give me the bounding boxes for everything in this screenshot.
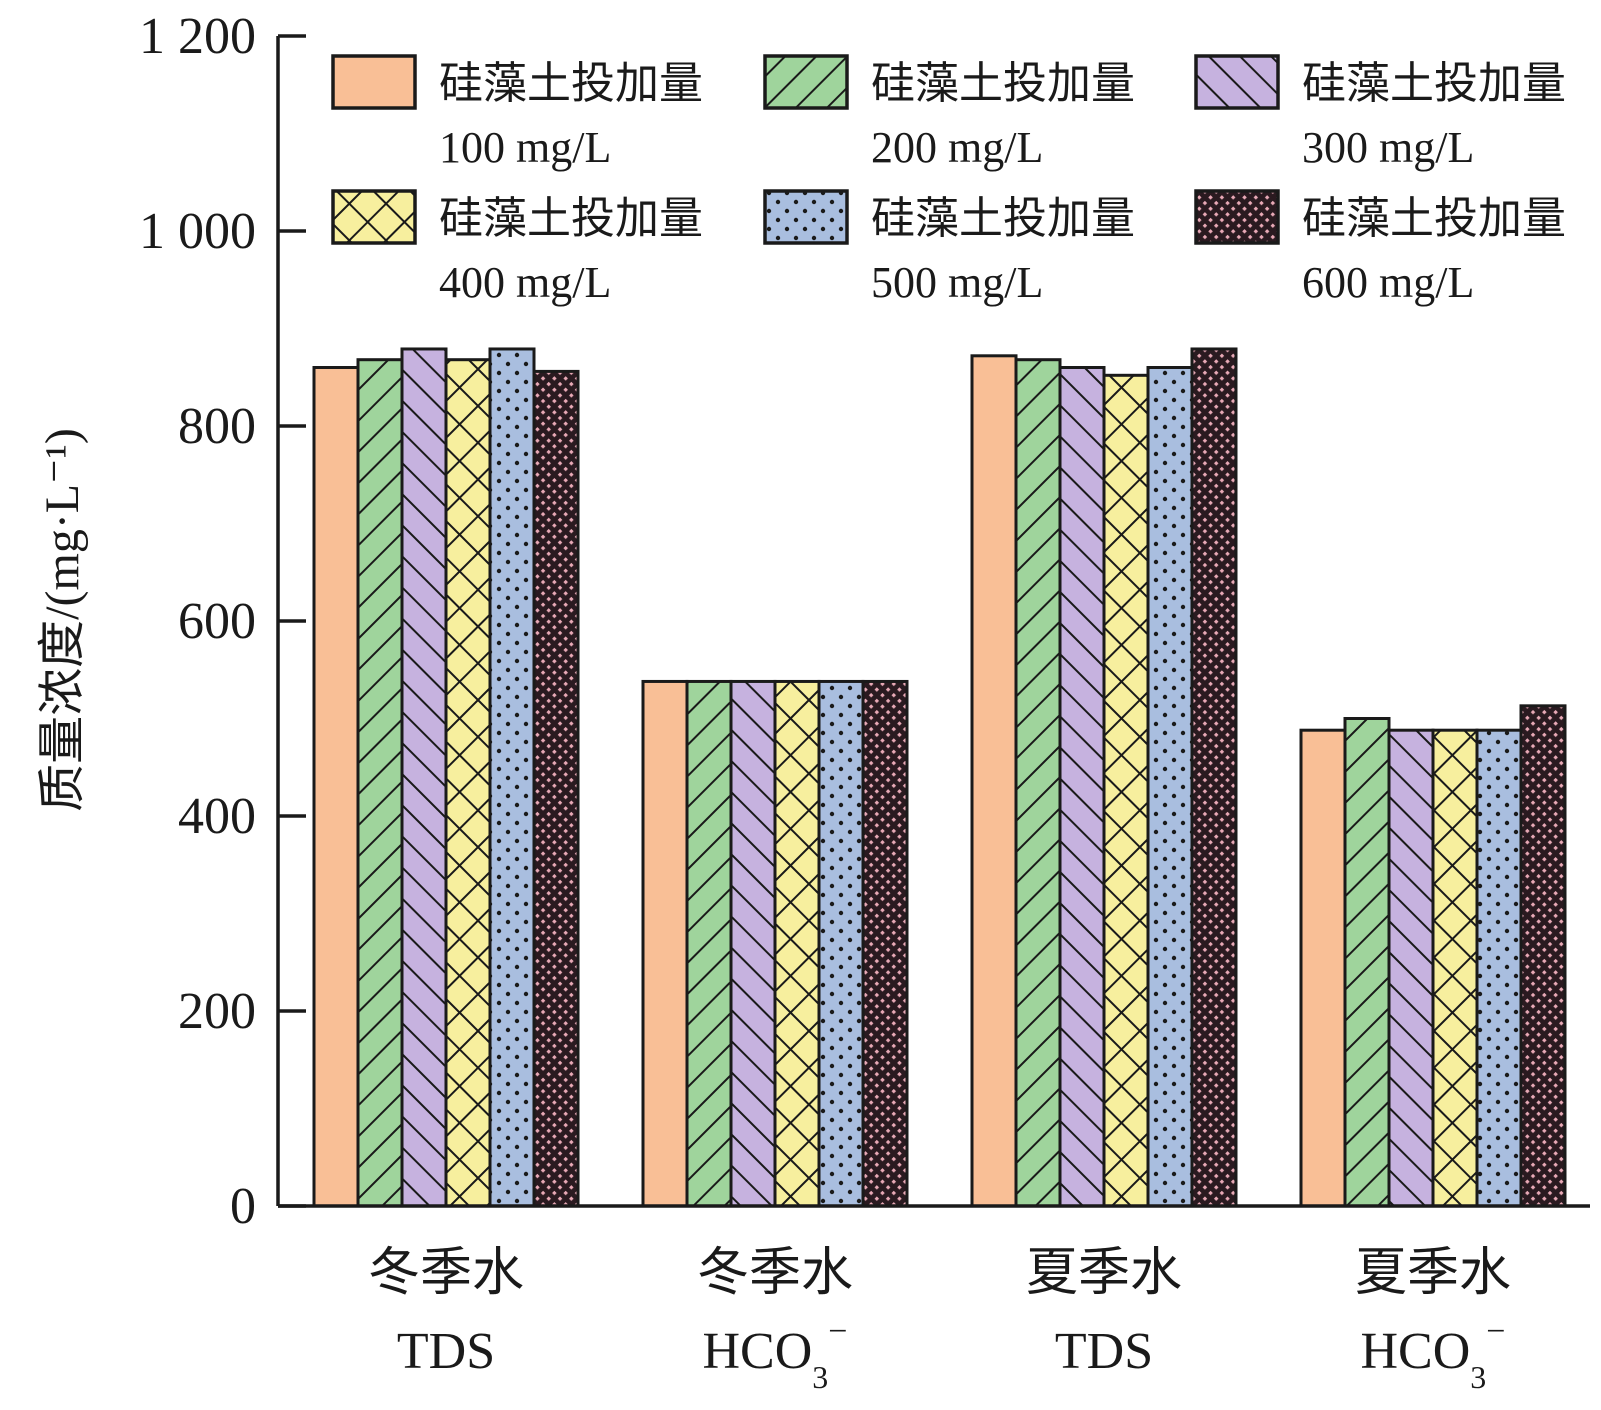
x-category-label-line2: HCO3−: [703, 1313, 848, 1395]
legend-dose: 400 mg/L: [439, 258, 611, 307]
legend-swatch: [763, 54, 849, 110]
bars-group: [312, 347, 1567, 1208]
legend-label: 硅藻土投加量: [439, 194, 703, 243]
x-category-label-line1: 冬季水: [368, 1245, 524, 1302]
bar-cat2-series1: [641, 679, 689, 1208]
x-category-label-line1: 夏季水: [1026, 1245, 1182, 1302]
bar-cat3-series3: [1058, 366, 1106, 1208]
bar-cat1-series2: [356, 358, 404, 1208]
bar-cat2-series4: [773, 679, 821, 1208]
bar-cat3-series2: [1014, 358, 1062, 1208]
y-tick-label: 0: [230, 1178, 256, 1235]
y-axis-label: 质量浓度/(mg·L⁻¹): [36, 428, 89, 812]
bar-cat4-series3: [1387, 728, 1435, 1208]
bar-cat4-series5: [1475, 728, 1523, 1208]
legend-item: 硅藻土投加量 500 mg/L: [763, 189, 1135, 307]
legend-swatch: [331, 54, 417, 110]
bar-cat2-series6: [861, 679, 909, 1208]
legend-label: 硅藻土投加量: [439, 59, 703, 108]
bar-cat4-series2: [1343, 717, 1391, 1208]
x-category-label-line2: TDS: [397, 1323, 495, 1380]
legend-item: 硅藻土投加量 400 mg/L: [331, 189, 703, 307]
legend-swatch: [331, 189, 417, 245]
legend-item: 硅藻土投加量 200 mg/L: [763, 54, 1135, 172]
legend-swatch: [763, 189, 849, 245]
bar-cat4-series4: [1431, 728, 1479, 1208]
x-category-label-line2: TDS: [1055, 1323, 1153, 1380]
legend-swatch: [1194, 189, 1280, 245]
bar-cat2-series5: [817, 679, 865, 1208]
y-tick-label: 600: [178, 593, 256, 650]
legend-dose: 200 mg/L: [871, 123, 1043, 172]
legend-label: 硅藻土投加量: [1302, 194, 1566, 243]
bar-cat4-series1: [1299, 728, 1347, 1208]
y-tick-label: 800: [178, 398, 256, 455]
legend-label: 硅藻土投加量: [871, 194, 1135, 243]
legend: 硅藻土投加量 100 mg/L 硅藻土投加量 200 mg/L 硅藻土投加量 300 mg…: [331, 54, 1566, 307]
bar-cat3-series1: [970, 354, 1018, 1208]
legend-dose: 600 mg/L: [1302, 258, 1474, 307]
legend-item: 硅藻土投加量 600 mg/L: [1194, 189, 1566, 307]
legend-label: 硅藻土投加量: [1302, 59, 1566, 108]
bar-cat3-series6: [1190, 347, 1238, 1208]
legend-dose: 500 mg/L: [871, 258, 1043, 307]
bar-cat3-series5: [1146, 366, 1194, 1208]
bar-cat1-series3: [400, 347, 448, 1208]
legend-swatch: [1194, 54, 1280, 110]
bar-cat2-series2: [685, 679, 733, 1208]
y-tick-label: 1 000: [139, 203, 256, 260]
bar-cat1-series1: [312, 366, 360, 1208]
bar-cat1-series4: [444, 358, 492, 1208]
x-category-label-line1: 夏季水: [1355, 1245, 1511, 1302]
legend-item: 硅藻土投加量 300 mg/L: [1194, 54, 1566, 172]
y-tick-label: 1 200: [139, 8, 256, 65]
x-category-label-line2: HCO3−: [1361, 1313, 1506, 1395]
axes-group: 0 200 400 600 800 1 000 1 200 冬季水 TDS 冬季水 HCO3− 夏季水…: [139, 8, 1590, 1395]
bar-cat4-series6: [1519, 704, 1567, 1208]
x-category-label-line1: 冬季水: [697, 1245, 853, 1302]
bar-cat1-series5: [488, 347, 536, 1208]
legend-dose: 100 mg/L: [439, 123, 611, 172]
bar-cat1-series6: [532, 369, 580, 1208]
legend-item: 硅藻土投加量 100 mg/L: [331, 54, 703, 172]
legend-label: 硅藻土投加量: [871, 59, 1135, 108]
y-tick-label: 200: [178, 983, 256, 1040]
bar-cat3-series4: [1102, 373, 1150, 1208]
legend-dose: 300 mg/L: [1302, 123, 1474, 172]
y-tick-label: 400: [178, 788, 256, 845]
bar-cat2-series3: [729, 679, 777, 1208]
